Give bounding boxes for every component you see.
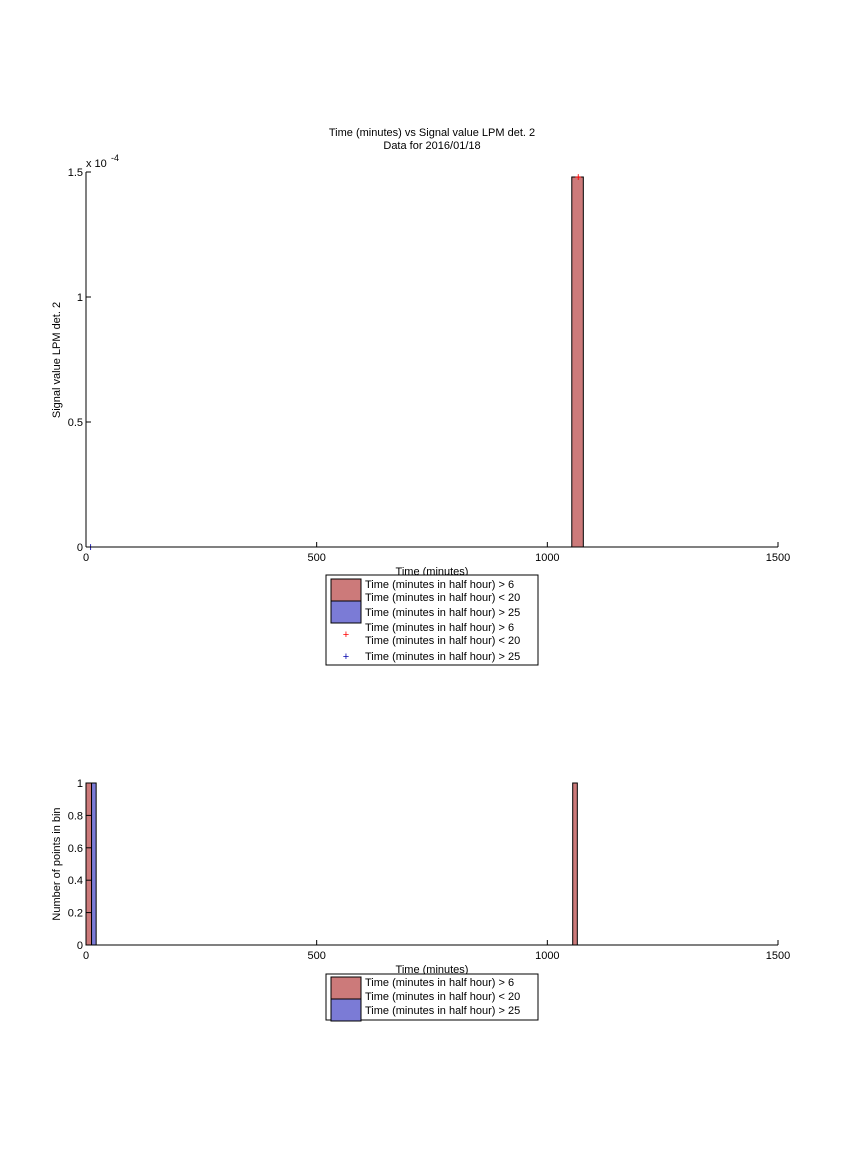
chart-subtitle: Data for 2016/01/18 xyxy=(383,140,480,152)
x-tick-label: 500 xyxy=(307,552,325,564)
chart-title: Time (minutes) vs Signal value LPM det. … xyxy=(329,127,535,139)
legend-swatch xyxy=(330,600,362,624)
legend-label: Time (minutes in half hour) > 25 xyxy=(365,651,520,663)
x-tick-label: 1500 xyxy=(766,950,790,962)
legend-label: Time (minutes in half hour) > 6 xyxy=(365,579,514,591)
legend-swatch xyxy=(330,976,362,1000)
legend-marker: + xyxy=(343,629,349,641)
legend-entry: Time (minutes in half hour) > 25 xyxy=(330,998,520,1022)
x-tick-label: 0 xyxy=(83,552,89,564)
legend-swatch xyxy=(330,998,362,1022)
data-point-marker: + xyxy=(575,170,582,184)
y-tick-label: 0 xyxy=(77,542,83,554)
x-tick-label: 1500 xyxy=(766,552,790,564)
y-tick-label: 1 xyxy=(77,778,83,790)
legend-label: Time (minutes in half hour) > 25 xyxy=(365,607,520,619)
legend-marker: + xyxy=(343,651,349,663)
legend-entry: + Time (minutes in half hour) > 6 Time (… xyxy=(343,622,520,647)
x-axis-label: Time (minutes) xyxy=(396,964,469,976)
y-axis-label: Signal value LPM det. 2 xyxy=(51,302,63,418)
y-axis-label: Number of points in bin xyxy=(51,807,63,920)
y-tick-label: 0.4 xyxy=(68,875,83,887)
y-tick-label: 0.8 xyxy=(68,810,83,822)
legend-swatch xyxy=(330,578,362,602)
x-tick-label: 1000 xyxy=(535,552,559,564)
legend: Time (minutes in half hour) > 6 Time (mi… xyxy=(325,574,539,666)
bar xyxy=(572,782,578,946)
histogram-chart: 0 500 1000 1500 0 0.2 0.4 0.6 0.8 1 Time (minutes… xyxy=(51,778,790,1022)
legend-label: Time (minutes in half hour) < 20 xyxy=(365,991,520,1003)
y-tick-label: 0.2 xyxy=(68,908,83,920)
y-tick-label: 0.5 xyxy=(68,417,83,429)
legend: Time (minutes in half hour) > 6 Time (mi… xyxy=(325,973,539,1022)
legend-entry: Time (minutes in half hour) > 6 Time (mi… xyxy=(330,976,520,1003)
bar xyxy=(91,782,97,946)
y-tick-label: 1 xyxy=(77,292,83,304)
legend-label: Time (minutes in half hour) > 6 xyxy=(365,977,514,989)
x-tick-label: 1000 xyxy=(535,950,559,962)
legend-entry: Time (minutes in half hour) > 6 Time (mi… xyxy=(330,578,520,604)
y-axis-multiplier: x 10 xyxy=(86,158,107,170)
x-tick-label: 0 xyxy=(83,950,89,962)
y-tick-label: 0 xyxy=(77,940,83,952)
bar xyxy=(85,782,93,946)
bar xyxy=(571,176,584,548)
legend-label: Time (minutes in half hour) < 20 xyxy=(365,635,520,647)
y-tick-label: 1.5 xyxy=(68,167,83,179)
legend-label: Time (minutes in half hour) > 25 xyxy=(365,1005,520,1017)
signal-chart: Time (minutes) vs Signal value LPM det. … xyxy=(51,127,790,666)
x-tick-label: 500 xyxy=(307,950,325,962)
legend-entry: + Time (minutes in half hour) > 25 xyxy=(343,651,520,663)
legend-label: Time (minutes in half hour) < 20 xyxy=(365,592,520,604)
legend-label: Time (minutes in half hour) > 6 xyxy=(365,622,514,634)
y-axis-exponent: -4 xyxy=(111,153,119,163)
legend-entry: Time (minutes in half hour) > 25 xyxy=(330,600,520,624)
y-tick-label: 0.6 xyxy=(68,843,83,855)
